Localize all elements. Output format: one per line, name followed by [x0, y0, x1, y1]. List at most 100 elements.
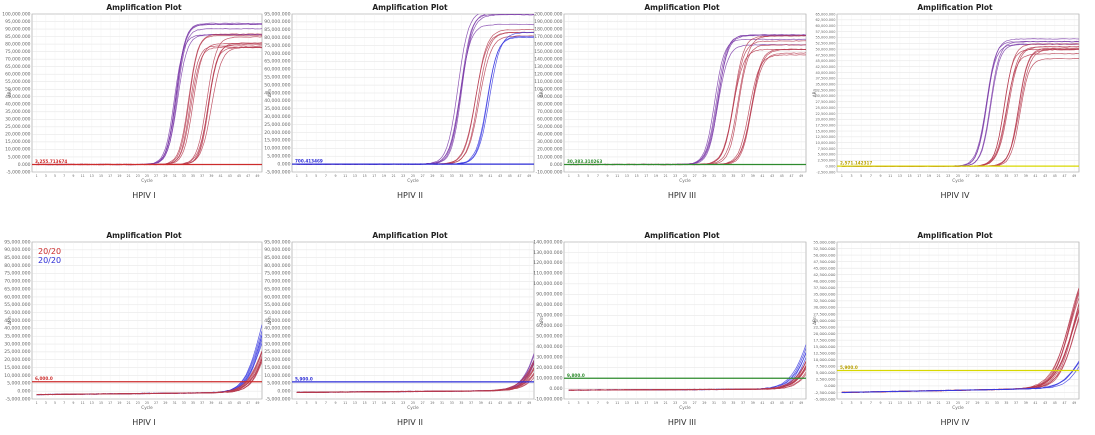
- x-tick-label: 21: [127, 174, 131, 178]
- x-tick-label: 5: [860, 174, 862, 178]
- y-tick-label: 90,000.000: [264, 247, 290, 253]
- y-tick-label: 35,000.000: [815, 83, 835, 87]
- y-tick-label: 90,000.000: [537, 94, 563, 100]
- x-axis-label: Cycle: [141, 178, 153, 183]
- y-tick-label: 40,000.000: [264, 98, 290, 104]
- x-tick-label: 47: [1062, 401, 1066, 405]
- x-tick-label: 23: [946, 401, 950, 405]
- x-tick-label: 47: [517, 174, 521, 178]
- x-tick-label: 7: [597, 401, 599, 405]
- x-tick-label: 21: [392, 174, 396, 178]
- x-tick-label: 29: [163, 401, 167, 405]
- x-tick-label: 23: [136, 174, 140, 178]
- y-tick-label: 85,000.000: [5, 34, 31, 40]
- y-tick-label: -5,000.000: [6, 169, 30, 175]
- y-tick-label: 35,000.000: [264, 106, 290, 112]
- x-tick-label: 43: [1043, 174, 1047, 178]
- threshold-label: 30,383.310263: [567, 159, 602, 164]
- y-tick-label: 90,000.000: [536, 292, 562, 298]
- y-tick-label: 200,000.000: [534, 11, 562, 17]
- chart-title: Amplification Plot: [917, 3, 993, 12]
- amplification-curve: [841, 362, 1079, 394]
- x-tick-label: 31: [712, 174, 716, 178]
- x-tick-label: 47: [517, 401, 521, 405]
- y-tick-label: 10,000.000: [4, 373, 30, 379]
- y-tick-label: 95,000.000: [4, 239, 30, 245]
- y-tick-label: 75,000.000: [4, 271, 30, 277]
- x-tick-label: 5: [54, 174, 56, 178]
- x-tick-label: 49: [799, 174, 803, 178]
- y-axis-label: ΔRn: [812, 88, 817, 97]
- x-tick-label: 15: [363, 174, 367, 178]
- y-axis-label: ΔRn: [539, 316, 544, 325]
- chart-panel-2: Amplification Plot -5,000.000 0.0005,000.0…: [264, 3, 535, 200]
- x-tick-label: 39: [209, 401, 213, 405]
- panel-caption: HPIV I: [132, 418, 156, 427]
- x-tick-label: 37: [469, 174, 473, 178]
- y-tick-label: 80,000.000: [264, 35, 290, 41]
- y-tick-label: 25,000.000: [264, 349, 290, 355]
- x-tick-label: 45: [237, 174, 241, 178]
- y-tick-label: -5,000.000: [5, 396, 30, 402]
- threshold-label: 3,255.713674: [35, 159, 67, 164]
- x-tick-label: 25: [956, 401, 960, 405]
- y-tick-label: 5,000.000: [267, 154, 290, 160]
- y-tick-label: 20,000.000: [536, 365, 562, 371]
- x-tick-label: 33: [722, 401, 726, 405]
- x-tick-label: 35: [1004, 401, 1008, 405]
- x-tick-label: 9: [880, 401, 882, 405]
- x-tick-label: 27: [693, 401, 697, 405]
- y-tick-label: 10,000.000: [813, 357, 836, 362]
- y-tick-label: 42,500.000: [815, 65, 835, 69]
- x-tick-label: 5: [587, 401, 589, 405]
- y-tick-label: 20,000.000: [815, 118, 835, 122]
- y-tick-label: 40,000.000: [536, 344, 562, 350]
- y-tick-label: 65,000.000: [264, 59, 290, 65]
- x-tick-label: 33: [182, 401, 186, 405]
- y-tick-label: 70,000.000: [264, 279, 290, 285]
- x-tick-label: 29: [702, 174, 706, 178]
- y-tick-label: 12,500.000: [815, 135, 835, 139]
- x-tick-label: 35: [191, 174, 195, 178]
- x-tick-label: 13: [625, 174, 629, 178]
- x-tick-label: 9: [72, 174, 74, 178]
- x-tick-label: 9: [880, 174, 882, 178]
- y-tick-label: 75,000.000: [264, 271, 290, 277]
- y-tick-label: 130,000.000: [533, 250, 562, 256]
- x-tick-label: 9: [335, 401, 337, 405]
- x-tick-label: 5: [315, 401, 317, 405]
- y-tick-label: 45,000.000: [815, 59, 835, 63]
- y-tick-label: 2,500.000: [818, 159, 836, 163]
- y-tick-label: 5,000.000: [8, 154, 31, 160]
- y-tick-label: 20,000.000: [5, 132, 31, 138]
- y-tick-label: -10,000.000: [535, 396, 563, 402]
- y-tick-label: 5,000.000: [818, 153, 836, 157]
- y-tick-label: 15,000.000: [264, 365, 290, 371]
- y-tick-label: 55,000.000: [4, 302, 30, 308]
- x-tick-label: 41: [1033, 401, 1037, 405]
- x-tick-label: 13: [353, 174, 357, 178]
- x-tick-label: 1: [568, 401, 570, 405]
- panel-caption: HPIV III: [668, 191, 696, 200]
- y-tick-label: 30,000.000: [5, 117, 31, 123]
- y-tick-label: 50,000.000: [264, 82, 290, 88]
- legend-entry: 20/20: [38, 256, 61, 265]
- x-tick-label: 21: [127, 401, 131, 405]
- y-tick-label: 15,000.000: [815, 129, 835, 133]
- threshold-label: 2,571.142317: [840, 161, 872, 166]
- x-tick-label: 25: [145, 174, 149, 178]
- y-tick-label: 50,000.000: [813, 252, 836, 257]
- y-tick-label: 47,500.000: [815, 53, 835, 57]
- y-axis-label: ΔRn: [7, 88, 12, 97]
- y-tick-label: 150,000.000: [534, 49, 562, 55]
- y-tick-label: 70,000.000: [264, 51, 290, 57]
- x-tick-label: 1: [841, 174, 843, 178]
- y-tick-label: 85,000.000: [264, 255, 290, 261]
- x-tick-label: 37: [741, 401, 745, 405]
- y-tick-label: 140,000.000: [534, 56, 562, 62]
- y-tick-label: 25,000.000: [4, 349, 30, 355]
- y-tick-label: 0.000: [824, 383, 836, 388]
- x-tick-label: 5: [54, 401, 56, 405]
